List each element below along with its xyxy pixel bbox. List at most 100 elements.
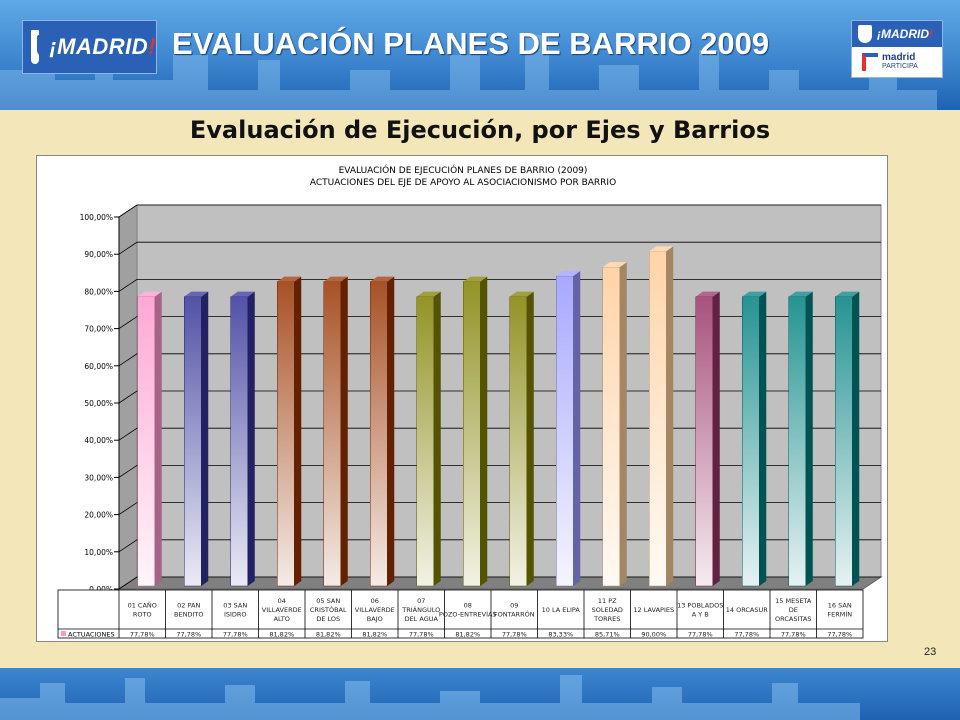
bar (788, 296, 806, 587)
bar-top (556, 271, 581, 277)
data-label: 81,82% (269, 631, 294, 639)
gridline (118, 204, 881, 218)
participa-mark-icon (862, 53, 878, 71)
bar-top (602, 262, 627, 268)
gridline (118, 427, 881, 441)
gridline (118, 316, 881, 329)
data-label: 77,78% (176, 631, 201, 639)
page-number: 23 (924, 646, 937, 658)
right-logo-text: ¡MADRID (877, 27, 929, 41)
chart-subtitle: ACTUACIONES DEL EJE DE APOYO AL ASOCIACI… (309, 178, 617, 188)
bar (556, 275, 574, 587)
data-label: 77,78% (502, 631, 527, 639)
data-label: 77,78% (130, 631, 155, 639)
bar-side (247, 291, 255, 586)
right-logo-word2: PARTICIPA (882, 63, 918, 70)
bar-top (277, 276, 302, 282)
data-label: 77,78% (223, 631, 248, 639)
y-tick-label: 70,00% (84, 325, 113, 334)
chart-title: EVALUACIÓN DE EJECUCIÓN PLANES DE BARRIO… (338, 166, 588, 176)
bar (137, 296, 155, 587)
bar-side (201, 291, 209, 586)
y-tick-label: 0,00% (89, 585, 113, 594)
gridline (118, 241, 881, 255)
bar (323, 281, 341, 587)
bar (742, 296, 760, 587)
bar-top (788, 291, 813, 297)
logo-exclamation: ! (148, 34, 156, 59)
data-label: 85,71% (595, 631, 620, 639)
bar (602, 266, 620, 587)
category-label: 10 LA ELIPA (542, 606, 581, 614)
bar-top (370, 276, 395, 282)
madrid-shield-icon (31, 30, 52, 64)
chart-title-block: EVALUACIÓN DE EJECUCIÓN PLANES DE BARRIO… (37, 165, 889, 189)
category-label: 08 POZO-ENTREVÍAS (439, 602, 497, 619)
category-label: 14 ORCASUR (726, 606, 769, 614)
data-label: 77,78% (409, 631, 434, 639)
gridline (118, 390, 881, 404)
bar-side (619, 262, 627, 586)
y-tick-label: 30,00% (84, 473, 113, 482)
bar-top (835, 291, 860, 297)
logo-text: ¡MADRID (49, 34, 149, 59)
bar (649, 250, 667, 587)
legend-key (61, 631, 66, 636)
bar-side (294, 276, 302, 586)
bar-side (805, 291, 813, 586)
category-label: 01 CAÑO ROTO (128, 601, 157, 619)
data-label: 77,78% (781, 631, 806, 639)
right-logo-word1: madrid (882, 52, 916, 63)
data-label: 77,78% (827, 631, 852, 639)
bar-chart: 0,00% 10,00% 20,00% 30,00% 40,00% 50,00% 60,00… (57, 204, 883, 639)
bar-top (416, 291, 441, 297)
bar-top (695, 291, 720, 297)
data-label: 77,78% (734, 631, 759, 639)
bar (416, 296, 434, 587)
bar-side (666, 246, 674, 586)
category-label: 11 PZ SOLEDAD TORRES (592, 597, 623, 623)
y-tick-label: 100,00% (80, 213, 113, 222)
y-tick-label: 20,00% (84, 511, 113, 520)
data-label: 81,82% (455, 631, 480, 639)
category-label: 12 LAVAPIES (633, 606, 674, 614)
slide-subtitle: Evaluación de Ejecución, por Ejes y Barr… (189, 116, 771, 144)
y-tick-label: 60,00% (84, 362, 113, 371)
gridline (118, 576, 881, 590)
data-label: 81,82% (316, 631, 341, 639)
bar-side (433, 291, 441, 586)
madrid-logo: ¡MADRID! (22, 20, 157, 74)
bar-side (340, 276, 348, 586)
category-label: 03 SAN ISIDRO (223, 602, 247, 619)
footer-band (0, 668, 960, 720)
bar-top (230, 291, 255, 297)
gridline (118, 539, 881, 553)
gridline (118, 502, 881, 515)
bar-top (184, 291, 209, 297)
category-label: 13 POBLADOS A Y B (677, 602, 723, 619)
bar-top (463, 276, 488, 282)
madrid-participa-logo: ¡MADRID! madrid PARTICIPA (851, 20, 943, 78)
bar (835, 296, 853, 587)
category-label: 05 SAN CRISTÓBAL DE LOS (310, 597, 347, 623)
bar-top (742, 291, 767, 297)
y-tick-label: 50,00% (84, 399, 113, 408)
madrid-shield-icon (858, 25, 872, 43)
y-tick-label: 80,00% (84, 287, 113, 296)
header-band: ¡MADRID! EVALUACIÓN PLANES DE BARRIO 200… (0, 0, 960, 110)
category-label: 04 VILLAVERDE ALTO (262, 597, 302, 623)
data-label: 77,78% (688, 631, 713, 639)
city-skyline-graphic (0, 35, 937, 110)
bar (230, 296, 248, 587)
category-label: 02 PAN BENDITO (174, 602, 203, 619)
bar-side (387, 276, 395, 586)
bar-side (759, 291, 767, 586)
data-label: 90,00% (641, 631, 666, 639)
bar (463, 281, 481, 587)
data-label: 81,82% (362, 631, 387, 639)
category-label: 15 MESETA DE ORCASITAS (775, 597, 812, 623)
gridline (118, 464, 881, 478)
bar (277, 281, 295, 587)
bar-side (154, 291, 162, 586)
